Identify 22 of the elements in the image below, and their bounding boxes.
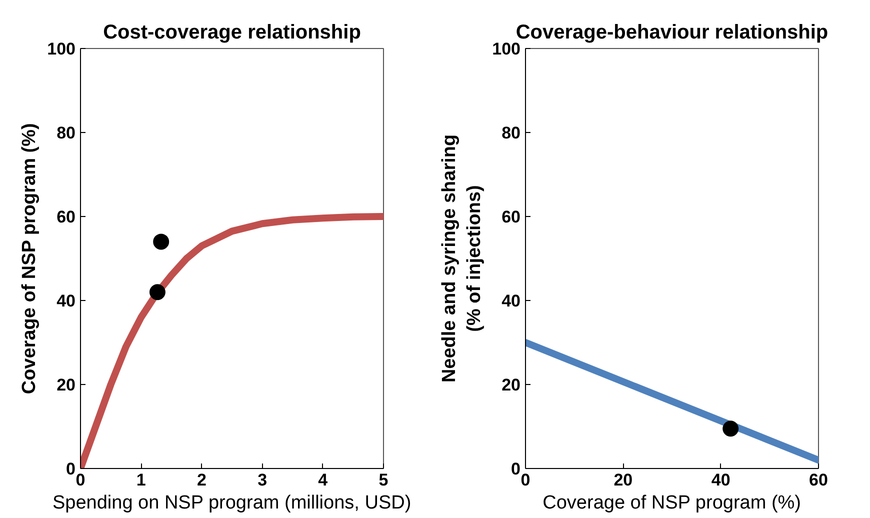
x-tick-label: 2 — [196, 470, 206, 490]
y-axis-title: Coverage of NSP program (%) — [19, 123, 40, 394]
y-tick-label: 60 — [56, 208, 76, 226]
x-axis-title: Spending on NSP program (millions, USD) — [52, 492, 412, 514]
x-tick-label: 1 — [136, 470, 146, 490]
y-tick-label: 60 — [502, 208, 521, 226]
x-tick-label: 3 — [258, 470, 268, 490]
y-tick-label: 40 — [502, 292, 521, 310]
y-tick-label: 80 — [56, 124, 76, 142]
y-tick-label: 80 — [502, 124, 521, 142]
y-axis-title: Needle and syringe sharing (% of injections) — [438, 134, 486, 383]
x-tick-label: 4 — [318, 470, 328, 490]
x-tick-label: 60 — [809, 470, 828, 490]
x-tick-label: 5 — [378, 470, 388, 490]
x-axis-title: Coverage of NSP program (%) — [542, 492, 802, 514]
chart-title: Cost-coverage relationship — [103, 22, 361, 44]
x-tick-label: 40 — [711, 470, 730, 490]
y-tick-label: 40 — [56, 292, 76, 310]
y-tick-label: 20 — [56, 376, 76, 394]
x-tick-label: 20 — [614, 470, 633, 490]
y-tick-label: 100 — [47, 40, 76, 58]
y-tick-label: 20 — [502, 376, 521, 394]
